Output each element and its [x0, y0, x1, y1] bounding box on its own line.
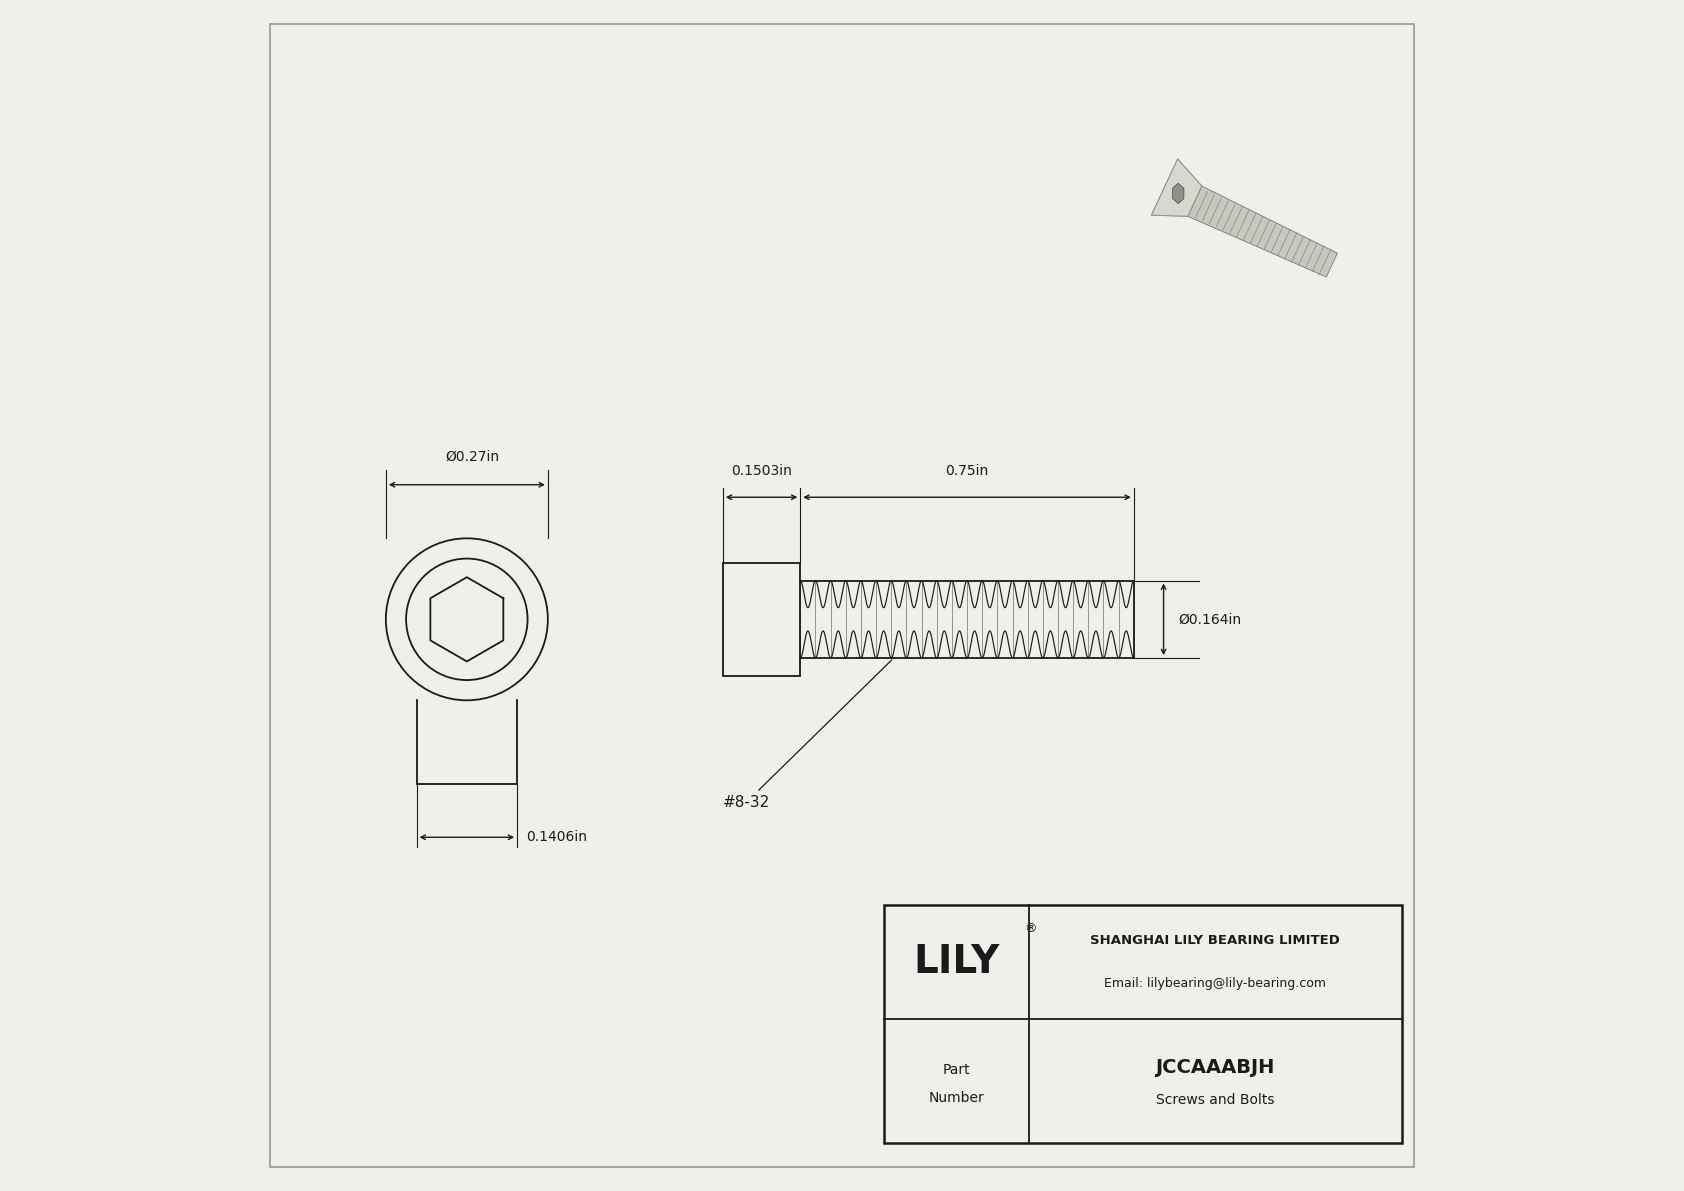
Text: 0.1406in: 0.1406in	[527, 830, 588, 844]
Text: ®: ®	[1024, 923, 1036, 935]
Text: Number: Number	[928, 1091, 983, 1105]
Text: 0.75in: 0.75in	[945, 464, 989, 478]
Bar	[884, 905, 1401, 1143]
Text: Email: lilybearing@lily-bearing.com: Email: lilybearing@lily-bearing.com	[1105, 978, 1327, 990]
Polygon shape	[1187, 186, 1337, 278]
Text: Ø0.27in: Ø0.27in	[446, 449, 500, 463]
Text: 0.1503in: 0.1503in	[731, 464, 791, 478]
Polygon shape	[1172, 183, 1184, 204]
Bar	[722, 563, 800, 676]
Text: Screws and Bolts: Screws and Bolts	[1155, 1093, 1275, 1108]
Text: LILY: LILY	[913, 943, 999, 981]
Text: SHANGHAI LILY BEARING LIMITED: SHANGHAI LILY BEARING LIMITED	[1090, 935, 1340, 947]
Text: Part: Part	[943, 1062, 970, 1077]
Polygon shape	[1152, 160, 1202, 217]
Text: JCCAAABJH: JCCAAABJH	[1155, 1058, 1275, 1077]
Text: Ø0.164in: Ø0.164in	[1177, 612, 1241, 626]
Text: #8-32: #8-32	[722, 660, 893, 810]
Polygon shape	[1152, 160, 1202, 217]
